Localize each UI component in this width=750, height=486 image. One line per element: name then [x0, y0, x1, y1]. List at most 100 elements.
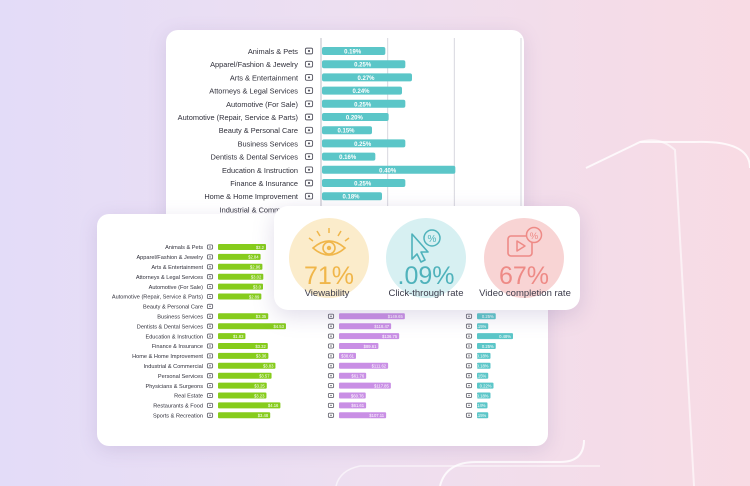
- category-label-education-instruction: Education & Instruction: [145, 334, 203, 340]
- gavel-icon-dot: [307, 89, 311, 92]
- bar-finance-insurance: [322, 179, 406, 187]
- building-icon: [327, 392, 335, 399]
- bar-panel-1-physicians-surgeons: [218, 382, 267, 389]
- bar-panel-2-personal-services: [339, 372, 367, 379]
- category-label-physicians-surgeons: Physicians & Surgeons: [145, 384, 203, 390]
- graduation-icon: [465, 333, 473, 339]
- bar-beauty-personal-care: [322, 126, 372, 135]
- category-label-beauty-personal-care: Beauty & Personal Care: [143, 305, 203, 311]
- bar-panel-3-personal-services: [477, 372, 489, 379]
- shirt-icon: [206, 254, 214, 260]
- ball-icon: [465, 412, 473, 418]
- ball-icon-dot: [330, 414, 332, 417]
- utensils-icon-shape: [327, 402, 335, 408]
- building-icon-dot: [330, 394, 332, 397]
- category-label-business-services: Business Services: [238, 139, 299, 148]
- graduation-icon-shape: [206, 333, 214, 339]
- category-label-personal-services: Personal Services: [158, 374, 203, 380]
- bar-label-panel-2-physicians-surgeons: $117.85: [374, 383, 389, 388]
- category-label-beauty-personal-care: Beauty & Personal Care: [219, 126, 298, 135]
- bar-home-home-improvement: [322, 192, 382, 201]
- briefcase-icon: [304, 140, 314, 147]
- bar-panel-1-personal-services: [218, 372, 272, 379]
- bar-label-arts-entertainment: 0.27%: [357, 76, 375, 82]
- stethoscope-icon-dot: [468, 384, 470, 387]
- bar-automotive-for-sale: [322, 99, 406, 108]
- category-label-dentists-dental-services: Dentists & Dental Services: [211, 153, 299, 162]
- bar-panel-3-dentists-dental-services: [477, 323, 489, 330]
- car-icon-shape: [206, 284, 214, 290]
- bar-label-panel-3-education-instruction: 0.48%: [499, 334, 511, 339]
- bar-label-panel-3-restaurants-food: 0.14%: [474, 403, 486, 408]
- ball-icon-shape: [327, 412, 335, 418]
- ball-icon-dot: [209, 414, 211, 417]
- wrench-icon-shape: [206, 293, 214, 300]
- bar-label-panel-1-physicians-surgeons: $3.25: [254, 383, 265, 388]
- stethoscope-icon-shape: [327, 383, 335, 389]
- stethoscope-icon-dot: [330, 384, 332, 387]
- coin-icon: [327, 343, 335, 349]
- scissors-icon-dot: [209, 374, 211, 377]
- tooth-icon-shape: [304, 153, 314, 160]
- bar-label-panel-1-personal-services: $3.57: [259, 374, 270, 379]
- utensils-icon: [206, 402, 214, 408]
- bar-panel-2-education-instruction: [339, 333, 400, 340]
- briefcase-icon-dot: [307, 142, 311, 145]
- shirt-icon-dot: [209, 256, 211, 258]
- bar-label-education-instruction: 0.40%: [379, 168, 397, 174]
- category-label-dentists-dental-services: Dentists & Dental Services: [137, 324, 203, 330]
- briefcase-icon: [206, 313, 214, 319]
- building-icon-shape: [206, 392, 214, 399]
- wrench-icon-shape: [304, 113, 314, 121]
- wrench-icon: [304, 113, 314, 121]
- bar-label-panel-1-home-home-improvement: $3.36: [256, 354, 267, 359]
- bar-panel-3-physicians-surgeons: [477, 382, 494, 389]
- bar-dentists-dental-services: [322, 152, 376, 161]
- gavel-icon-shape: [304, 87, 314, 94]
- cursor-click-icon: %: [411, 229, 441, 263]
- scissors-icon-dot: [468, 374, 470, 377]
- category-label-finance-insurance: Finance & Insurance: [230, 179, 298, 188]
- bar-label-beauty-personal-care: 0.15%: [337, 129, 355, 135]
- graduation-icon-dot: [468, 335, 470, 337]
- paw-icon-shape: [304, 47, 314, 55]
- house-icon: [206, 353, 214, 359]
- tooth-icon-shape: [327, 323, 335, 329]
- bar-panel-1-automotive-for-sale: [218, 283, 263, 290]
- bar-label-panel-3-personal-services: 0.15%: [474, 374, 486, 379]
- category-label-animals-pets: Animals & Pets: [165, 245, 203, 251]
- scissors-icon-dot: [330, 374, 332, 377]
- coin-icon-dot: [307, 181, 311, 185]
- briefcase-icon-shape: [304, 140, 314, 147]
- kpi-video-completion-rate: % 67%: [484, 218, 564, 298]
- category-label-apparel-fashion-jewelry: Apparel/Fashion & Jewelry: [210, 60, 298, 69]
- svg-text:%: %: [428, 234, 437, 245]
- bar-label-panel-1-arts-entertainment: $2.96: [250, 265, 261, 270]
- category-label-restaurants-food: Restaurants & Food: [153, 404, 203, 410]
- bar-education-instruction: [322, 165, 456, 174]
- bar-label-panel-2-business-services: $149.65: [388, 314, 404, 319]
- bar-label-panel-2-real-estate: $60.76: [351, 393, 364, 398]
- factory-icon-dot: [209, 365, 211, 367]
- factory-icon: [327, 363, 335, 369]
- bar-label-panel-2-restaurants-food: $61.61: [351, 403, 364, 408]
- bar-panel-3-home-home-improvement: [477, 352, 491, 359]
- bar-panel-2-sports-recreation: [339, 412, 387, 419]
- stethoscope-icon: [206, 383, 214, 389]
- bar-label-panel-2-home-home-improvement: $38.61: [341, 354, 354, 359]
- kpi-video-completion-rate-label: Video completion rate: [479, 288, 571, 299]
- bar-label-panel-3-finance-insurance: 0.25%: [482, 344, 494, 349]
- tooth-icon: [327, 323, 335, 329]
- gavel-icon: [206, 274, 214, 280]
- bar-animals-pets: [322, 47, 386, 55]
- palette-icon-dot: [209, 266, 211, 268]
- graduation-icon: [304, 166, 314, 174]
- graduation-icon-shape: [304, 166, 314, 174]
- brush-icon: [206, 303, 214, 309]
- scissors-icon-shape: [206, 373, 214, 379]
- palette-icon-shape: [206, 264, 214, 270]
- bar-panel-2-physicians-surgeons: [339, 382, 391, 389]
- bar-panel-1-attorneys-legal-services: [218, 273, 264, 280]
- graduation-icon-dot: [330, 335, 332, 337]
- factory-icon-shape: [206, 363, 214, 369]
